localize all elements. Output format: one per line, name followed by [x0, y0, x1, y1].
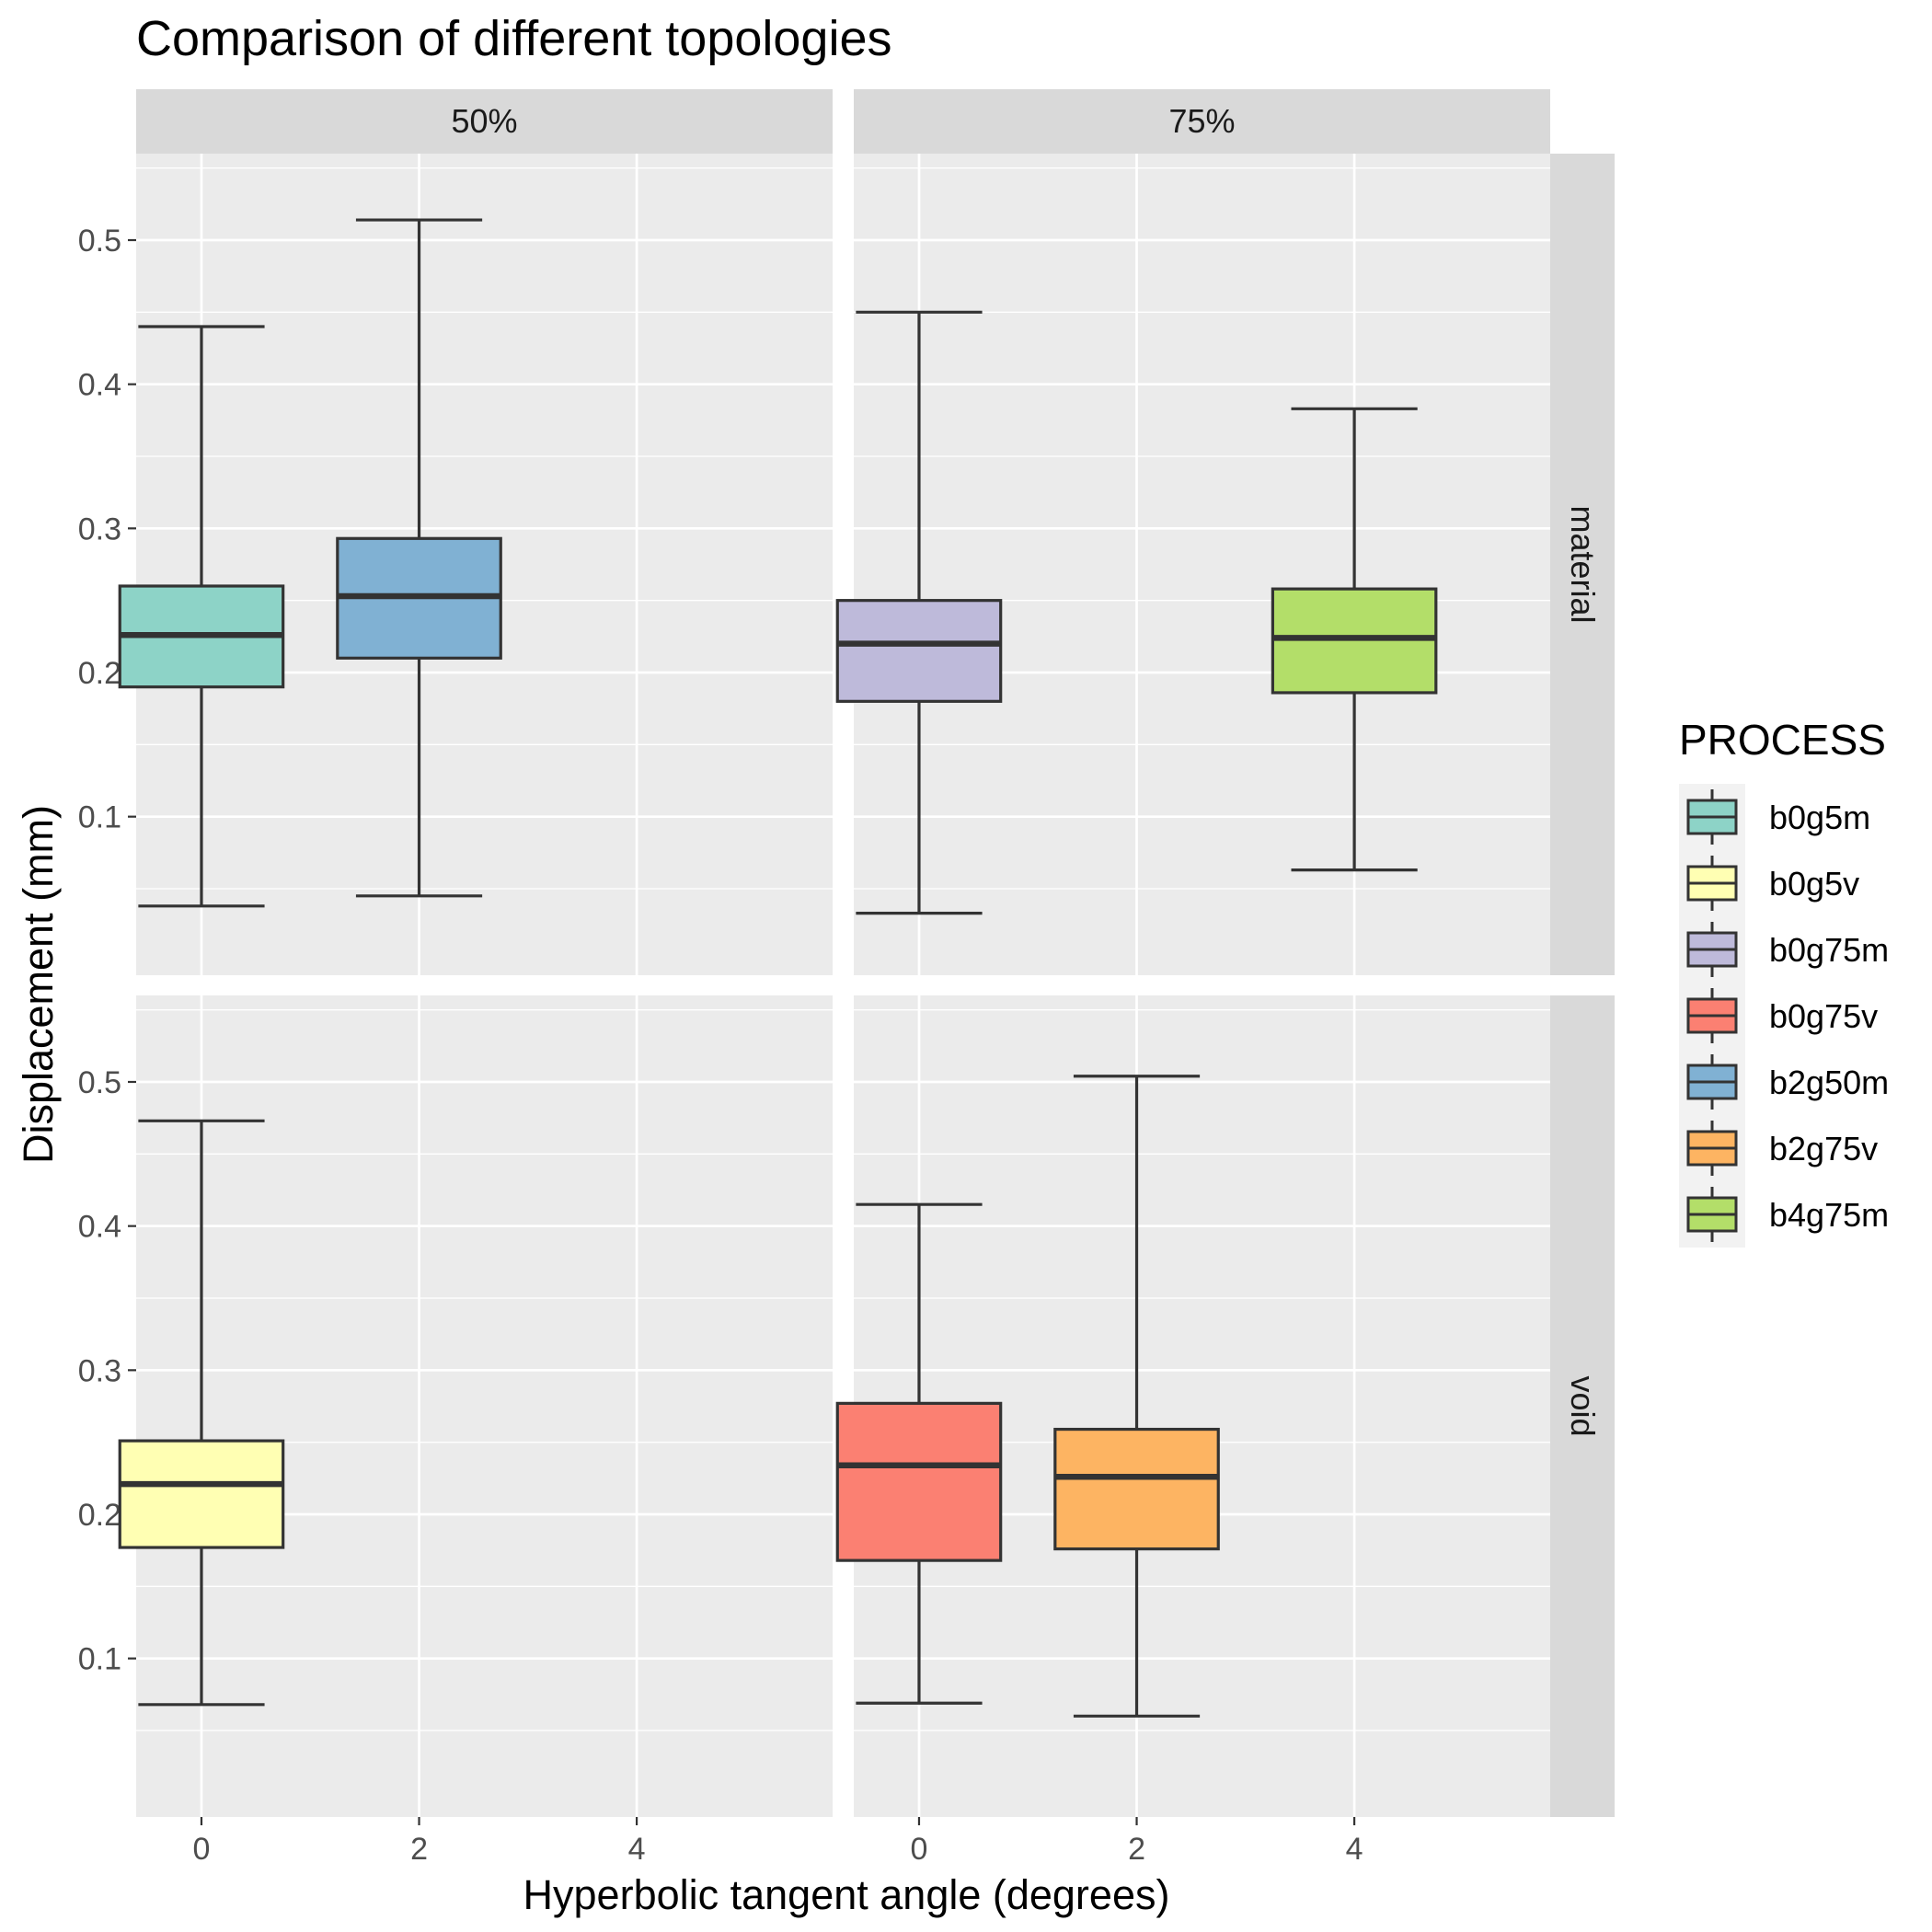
x-tick-label: 4 [628, 1832, 646, 1867]
x-tick-label: 2 [410, 1832, 428, 1867]
facet-strip-right [1550, 154, 1615, 975]
facet-strip-right [1550, 995, 1615, 1817]
y-tick-label: 0.1 [78, 1642, 121, 1677]
box-iqr [835, 1401, 1003, 1562]
facet-label-column: 75% [1168, 102, 1235, 140]
legend-label: b0g5m [1769, 799, 1870, 836]
legend-label: b0g75m [1769, 931, 1889, 969]
y-tick-label: 0.4 [78, 1210, 121, 1245]
chart-title: Comparison of different topologies [136, 11, 892, 66]
legend-label: b2g50m [1769, 1064, 1889, 1101]
box-b0g75m [835, 310, 1003, 915]
x-tick-label: 2 [1128, 1832, 1145, 1867]
legend-item-b2g75v: b2g75v [1686, 1121, 1878, 1176]
legend-title: PROCESS [1679, 716, 1886, 764]
box-b0g5v [118, 1119, 285, 1707]
box-b2g50m [336, 218, 502, 898]
legend-item-b4g75m: b4g75m [1686, 1187, 1889, 1242]
y-tick-label: 0.2 [78, 1498, 121, 1533]
legend: PROCESS b0g5m b0g5v b0g75m b0g75v b2g50m b2g75… [1679, 716, 1889, 1248]
box-b2g75v [1053, 1075, 1220, 1718]
y-axis-title: Displacement (mm) [15, 805, 62, 1164]
x-axis-title: Hyperbolic tangent angle (degrees) [523, 1871, 1170, 1918]
legend-label: b0g5v [1769, 865, 1859, 903]
x-tick-label: 0 [911, 1832, 928, 1867]
facet-label-row: material [1564, 505, 1602, 623]
facet-strip-top [136, 89, 833, 154]
y-tick-label: 0.5 [78, 1065, 121, 1100]
legend-item-b0g75v: b0g75v [1686, 988, 1878, 1043]
box-b4g75m [1271, 407, 1438, 872]
legend-label: b2g75v [1769, 1130, 1878, 1167]
box-iqr [1053, 1427, 1220, 1551]
box-iqr [118, 1439, 285, 1549]
facet-label-column: 50% [451, 102, 517, 140]
legend-item-b0g5v: b0g5v [1686, 856, 1859, 911]
legend-label: b4g75m [1769, 1196, 1889, 1234]
facet-strip-top [854, 89, 1550, 154]
y-tick-label: 0.2 [78, 656, 121, 691]
x-tick-label: 0 [193, 1832, 211, 1867]
legend-item-b0g75m: b0g75m [1686, 922, 1889, 977]
y-tick-label: 0.3 [78, 1353, 121, 1388]
legend-item-b2g50m: b2g50m [1686, 1054, 1889, 1110]
legend-item-b0g5m: b0g5m [1686, 789, 1870, 845]
facet-label-row: void [1564, 1375, 1602, 1436]
panel-background [854, 154, 1550, 975]
y-tick-label: 0.4 [78, 368, 121, 403]
x-tick-label: 4 [1346, 1832, 1363, 1867]
facet-panels: 50% 75% material void 0.1 0.2 0.3 0.4 0.5 0.1 0.2 0… [78, 89, 1615, 1867]
y-tick-label: 0.3 [78, 512, 121, 546]
box-b0g75v [835, 1202, 1003, 1705]
box-iqr [835, 599, 1003, 703]
panel-background [136, 995, 833, 1817]
box-b0g5m [118, 325, 285, 908]
y-tick-label: 0.1 [78, 800, 121, 835]
y-tick-label: 0.5 [78, 224, 121, 259]
legend-label: b0g75v [1769, 997, 1878, 1035]
